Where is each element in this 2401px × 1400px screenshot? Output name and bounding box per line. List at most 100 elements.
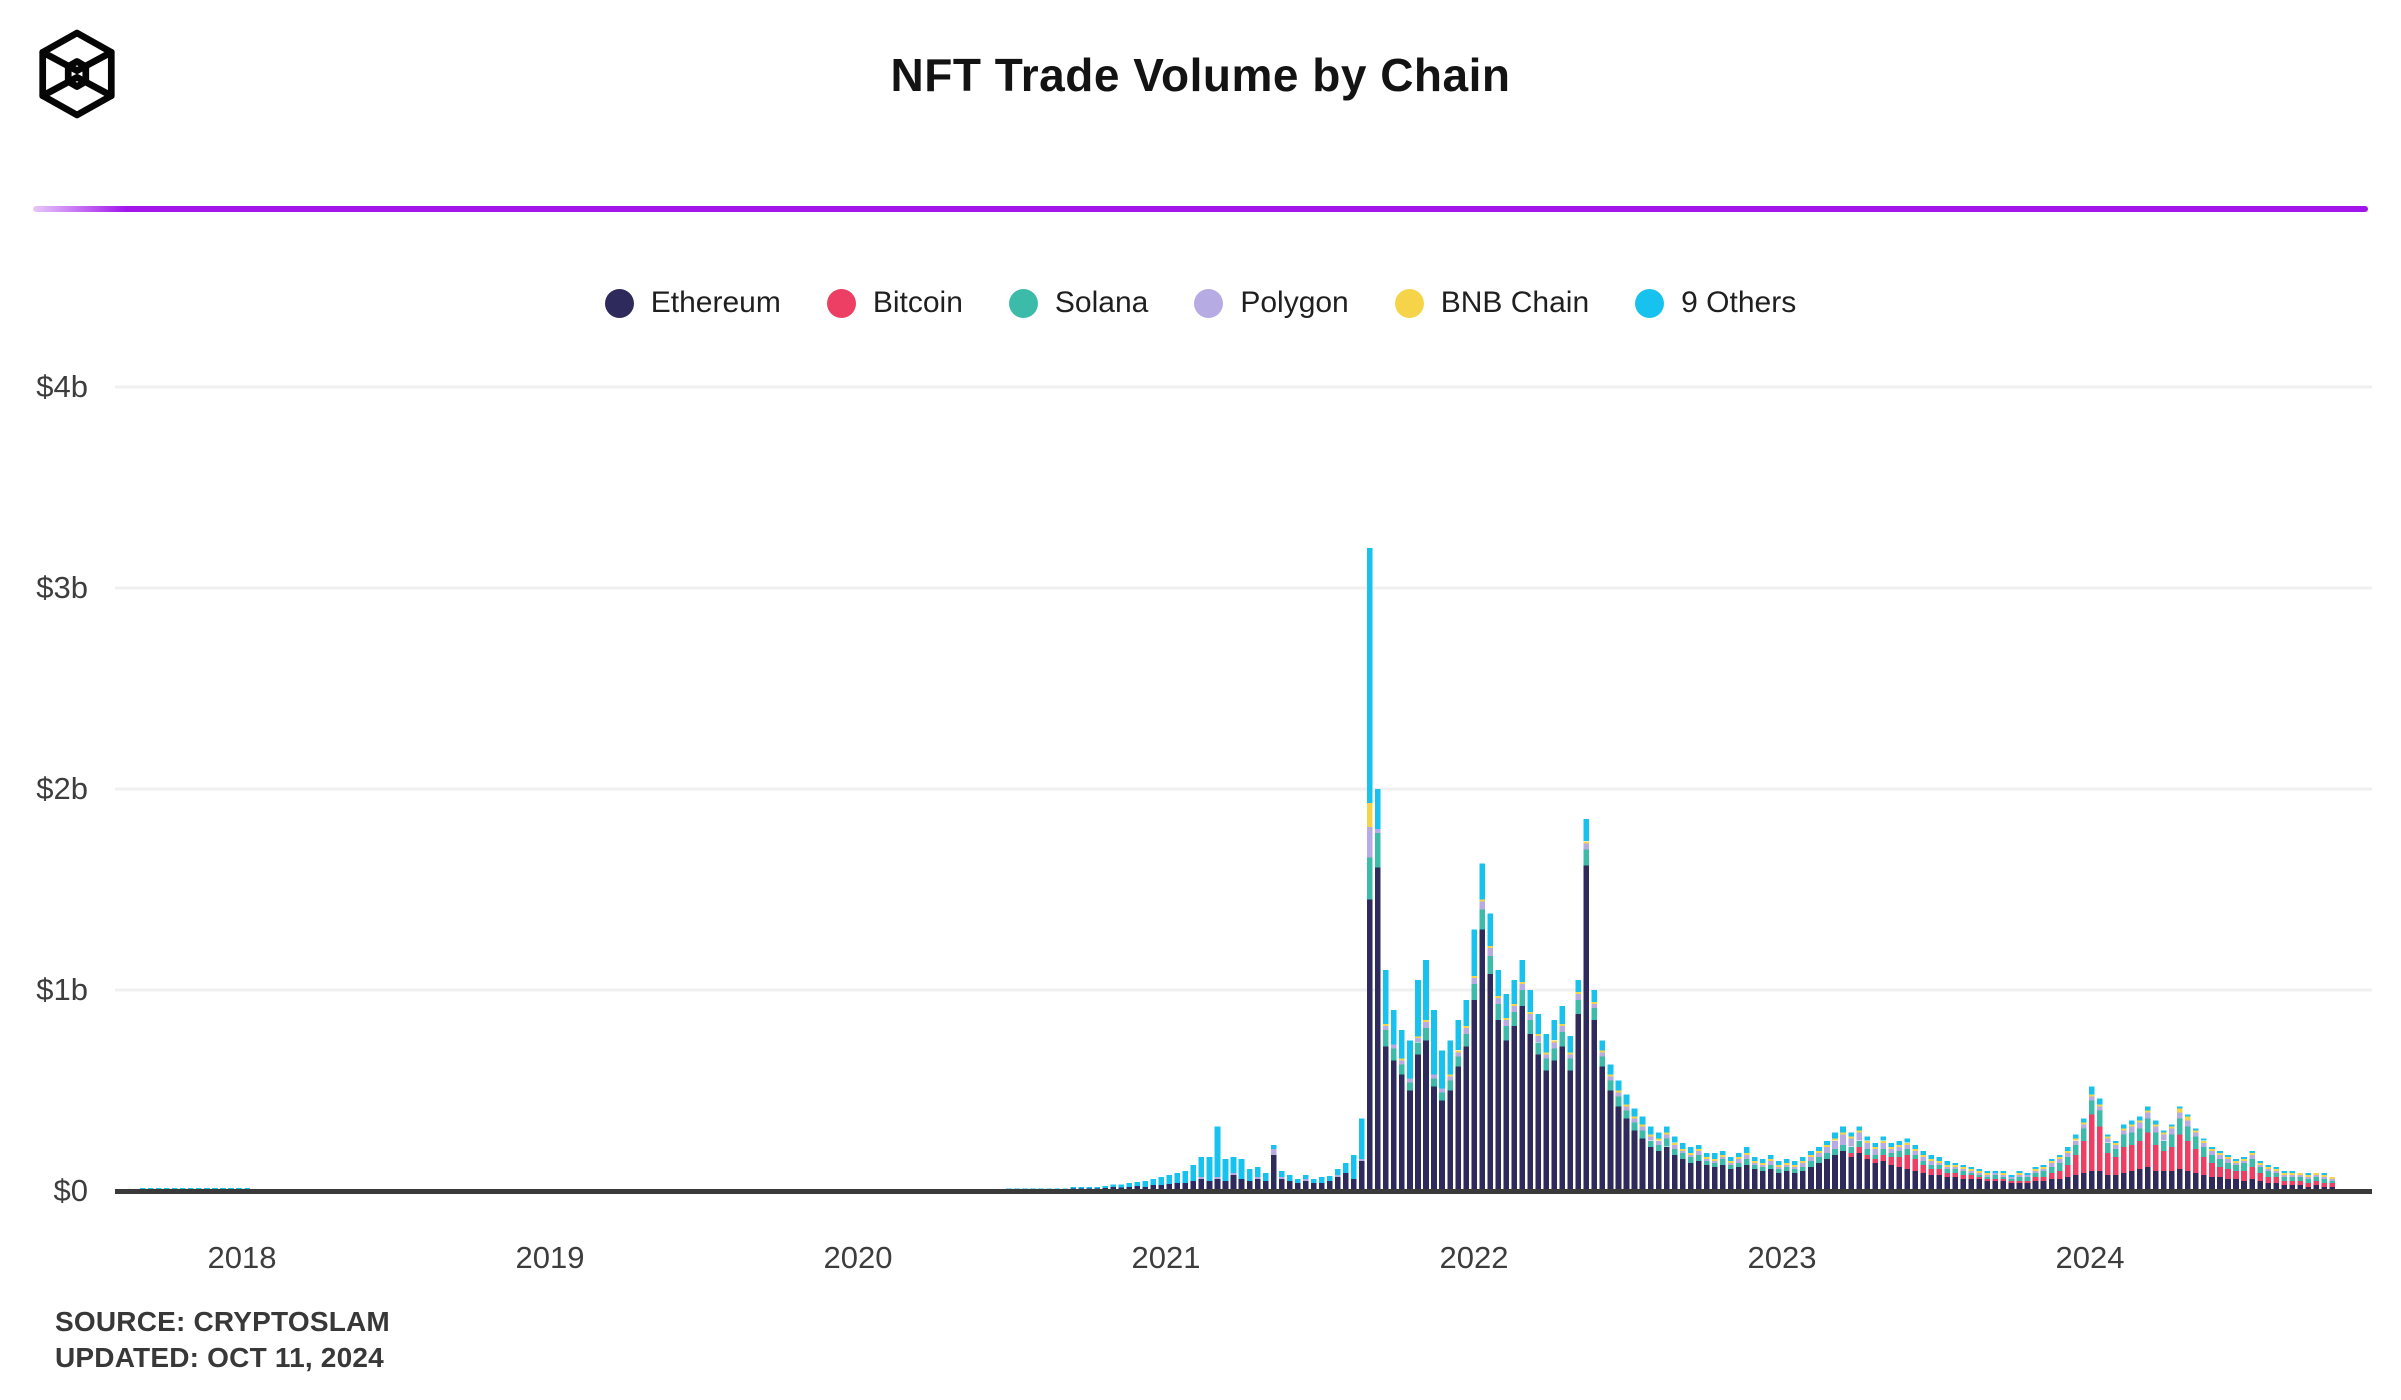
bar-segment bbox=[1607, 1080, 1614, 1091]
bar-segment bbox=[1687, 1162, 1694, 1191]
bar-segment bbox=[2249, 1158, 2255, 1167]
bar-segment bbox=[2137, 1168, 2143, 1191]
bar-segment bbox=[1623, 1110, 1630, 1119]
bar-segment bbox=[1639, 1124, 1646, 1127]
bar-segment bbox=[1535, 1042, 1542, 1055]
bar-segment bbox=[1367, 899, 1373, 1191]
bar-segment bbox=[1407, 1078, 1413, 1083]
bar-segment bbox=[1695, 1150, 1702, 1155]
bar-segment bbox=[2257, 1160, 2263, 1163]
bar-segment bbox=[1270, 1144, 1277, 1149]
bar-segment bbox=[1808, 1156, 1814, 1161]
bar-segment bbox=[1760, 1164, 1766, 1167]
bar-segment bbox=[1335, 1174, 1341, 1177]
bar-segment bbox=[1174, 1172, 1181, 1183]
bar-segment bbox=[2321, 1174, 2327, 1177]
bar-segment bbox=[1591, 1020, 1598, 1191]
bar-segment bbox=[1591, 1004, 1598, 1009]
bar-segment bbox=[2185, 1126, 2191, 1141]
legend-item-bnb-chain[interactable]: BNB Chain bbox=[1394, 286, 1589, 320]
bar-segment bbox=[1615, 1096, 1622, 1107]
bar-segment bbox=[2064, 1164, 2071, 1177]
bar-segment bbox=[2088, 1094, 2095, 1097]
bar-segment bbox=[1784, 1170, 1790, 1191]
bar-segment bbox=[1527, 1014, 1534, 1021]
bar-segment bbox=[1142, 1181, 1149, 1187]
bar-segment bbox=[1230, 1174, 1237, 1191]
bar-segment bbox=[2297, 1176, 2303, 1181]
bar-segment bbox=[2241, 1162, 2247, 1171]
legend-item-bitcoin[interactable]: Bitcoin bbox=[826, 286, 963, 320]
bar-segment bbox=[1736, 1166, 1742, 1191]
bar-segment bbox=[1936, 1168, 1943, 1175]
bar-segment bbox=[1711, 1166, 1718, 1191]
bar-segment bbox=[1711, 1160, 1718, 1163]
bar-segment bbox=[1431, 1078, 1437, 1087]
bar-segment bbox=[1278, 1176, 1285, 1179]
bar-segment bbox=[1254, 1166, 1261, 1177]
bar-segment bbox=[1214, 1178, 1221, 1191]
bar-segment bbox=[1431, 1086, 1437, 1191]
bar-segment bbox=[2289, 1181, 2295, 1185]
bar-segment bbox=[1687, 1152, 1694, 1155]
bar-segment bbox=[1944, 1166, 1951, 1169]
bar-segment bbox=[2032, 1170, 2039, 1173]
bar-segment bbox=[2008, 1178, 2015, 1181]
bar-segment bbox=[1383, 1046, 1389, 1191]
bar-segment bbox=[2153, 1170, 2159, 1191]
bar-segment bbox=[2016, 1170, 2023, 1173]
bar-segment bbox=[1840, 1132, 1846, 1135]
bar-segment bbox=[2120, 1130, 2127, 1135]
bar-segment bbox=[1190, 1181, 1197, 1192]
bar-segment bbox=[2112, 1142, 2119, 1145]
bar-segment bbox=[2040, 1164, 2047, 1167]
bar-segment bbox=[1952, 1162, 1959, 1165]
bar-segment bbox=[2169, 1170, 2175, 1191]
bar-segment bbox=[2145, 1106, 2151, 1111]
bar-segment bbox=[2193, 1128, 2199, 1131]
bar-segment bbox=[2241, 1156, 2247, 1159]
bar-segment bbox=[1904, 1148, 1910, 1155]
bar-segment bbox=[2088, 1086, 2095, 1095]
bar-segment bbox=[1655, 1150, 1662, 1191]
bar-segment bbox=[1912, 1150, 1918, 1155]
bar-segment bbox=[2265, 1164, 2271, 1167]
bar-segment bbox=[2088, 1170, 2095, 1191]
bar-segment bbox=[1840, 1126, 1846, 1133]
bar-segment bbox=[1511, 1012, 1517, 1027]
bar-segment bbox=[1583, 865, 1590, 1191]
bar-segment bbox=[1848, 1152, 1854, 1157]
bar-segment bbox=[1832, 1140, 1838, 1149]
legend-item-9-others[interactable]: 9 Others bbox=[1635, 286, 1796, 320]
bar-segment bbox=[1744, 1164, 1750, 1191]
bar-segment bbox=[1912, 1148, 1918, 1151]
legend-item-solana[interactable]: Solana bbox=[1008, 286, 1148, 320]
bar-segment bbox=[1872, 1154, 1878, 1159]
bar-segment bbox=[1166, 1184, 1173, 1191]
bar-segment bbox=[1896, 1144, 1902, 1147]
bar-segment bbox=[1639, 1130, 1646, 1139]
bar-segment bbox=[1824, 1158, 1830, 1191]
bar-segment bbox=[1327, 1175, 1333, 1181]
bar-segment bbox=[1679, 1148, 1686, 1151]
legend-item-ethereum[interactable]: Ethereum bbox=[604, 286, 781, 320]
bar-segment bbox=[2096, 1126, 2103, 1171]
bar-segment bbox=[1495, 1020, 1501, 1191]
legend-item-polygon[interactable]: Polygon bbox=[1194, 286, 1349, 320]
bar-segment bbox=[1487, 973, 1493, 1191]
bar-segment bbox=[2056, 1170, 2063, 1179]
bar-segment bbox=[1359, 1160, 1365, 1191]
bar-segment bbox=[1896, 1140, 1902, 1145]
bar-segment bbox=[1968, 1168, 1975, 1171]
bar-segment bbox=[1310, 1183, 1317, 1191]
bar-segment bbox=[1800, 1166, 1806, 1171]
bar-segment bbox=[1639, 1116, 1646, 1125]
bar-segment bbox=[1230, 1172, 1237, 1175]
y-axis-tick-label: $1b bbox=[36, 972, 88, 1007]
bar-segment bbox=[2000, 1170, 2007, 1173]
bar-segment bbox=[1559, 1026, 1566, 1033]
bar-segment bbox=[1719, 1156, 1726, 1159]
bar-segment bbox=[1559, 1032, 1566, 1047]
bar-segment bbox=[1327, 1181, 1333, 1192]
bar-segment bbox=[1383, 1024, 1389, 1027]
